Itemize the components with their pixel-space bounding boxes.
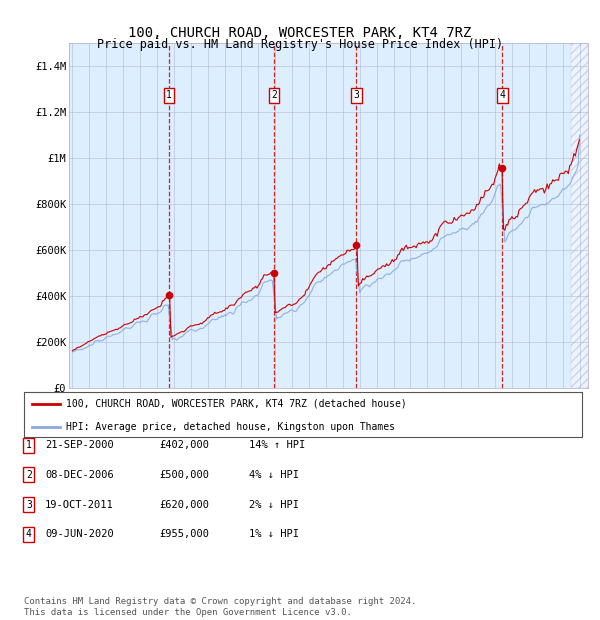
Text: 21-SEP-2000: 21-SEP-2000 <box>45 440 114 450</box>
Text: 2: 2 <box>26 470 32 480</box>
Text: 09-JUN-2020: 09-JUN-2020 <box>45 529 114 539</box>
Text: Contains HM Land Registry data © Crown copyright and database right 2024.
This d: Contains HM Land Registry data © Crown c… <box>24 598 416 617</box>
Text: 100, CHURCH ROAD, WORCESTER PARK, KT4 7RZ (detached house): 100, CHURCH ROAD, WORCESTER PARK, KT4 7R… <box>66 399 407 409</box>
Text: 14% ↑ HPI: 14% ↑ HPI <box>249 440 305 450</box>
Text: Price paid vs. HM Land Registry's House Price Index (HPI): Price paid vs. HM Land Registry's House … <box>97 38 503 51</box>
Bar <box>571 43 588 388</box>
Text: 4: 4 <box>26 529 32 539</box>
Text: 08-DEC-2006: 08-DEC-2006 <box>45 470 114 480</box>
Text: HPI: Average price, detached house, Kingston upon Thames: HPI: Average price, detached house, King… <box>66 422 395 432</box>
Text: 4% ↓ HPI: 4% ↓ HPI <box>249 470 299 480</box>
Text: £402,000: £402,000 <box>159 440 209 450</box>
Text: 2% ↓ HPI: 2% ↓ HPI <box>249 500 299 510</box>
Text: 4: 4 <box>500 91 505 100</box>
Text: 3: 3 <box>26 500 32 510</box>
Text: 2: 2 <box>271 91 277 100</box>
Text: 1% ↓ HPI: 1% ↓ HPI <box>249 529 299 539</box>
Text: £620,000: £620,000 <box>159 500 209 510</box>
Text: 1: 1 <box>26 440 32 450</box>
Text: 3: 3 <box>353 91 359 100</box>
Text: 100, CHURCH ROAD, WORCESTER PARK, KT4 7RZ: 100, CHURCH ROAD, WORCESTER PARK, KT4 7R… <box>128 26 472 40</box>
Text: 1: 1 <box>166 91 172 100</box>
Text: £955,000: £955,000 <box>159 529 209 539</box>
Text: 19-OCT-2011: 19-OCT-2011 <box>45 500 114 510</box>
Text: £500,000: £500,000 <box>159 470 209 480</box>
